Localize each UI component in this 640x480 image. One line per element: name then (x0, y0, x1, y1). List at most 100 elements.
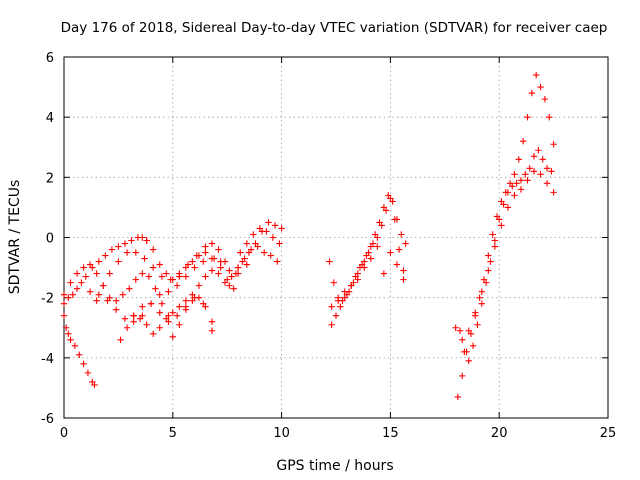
data-point (328, 303, 335, 310)
data-point (476, 294, 483, 301)
data-point (202, 243, 209, 250)
data-point (208, 327, 216, 334)
data-point (102, 252, 109, 259)
data-point (348, 282, 355, 289)
data-point (487, 258, 494, 265)
axis-ticks: 0 5 10 15 20 25 -6 -4 -2 0 2 4 6 (41, 51, 616, 441)
y-tick-label: 0 (46, 232, 54, 247)
data-point (200, 258, 207, 265)
data-point (524, 177, 531, 184)
data-point (115, 243, 122, 250)
data-point (130, 312, 137, 319)
data-point (208, 240, 216, 247)
data-point (459, 372, 466, 380)
data-point (515, 156, 522, 163)
data-point (163, 270, 170, 277)
data-point (123, 324, 131, 331)
data-point (465, 357, 472, 365)
data-point (80, 360, 87, 368)
x-tick-label: 15 (382, 426, 399, 441)
data-point (519, 138, 527, 145)
data-point (191, 264, 198, 271)
data-point (230, 285, 237, 292)
series-track-e (93, 249, 237, 304)
data-point (221, 279, 229, 286)
data-point (395, 246, 403, 253)
data-point (86, 261, 94, 268)
data-point (215, 246, 222, 253)
data-point (65, 294, 72, 301)
data-point (202, 273, 209, 280)
data-point (513, 180, 520, 187)
data-point (108, 246, 116, 253)
y-tick-label: 2 (46, 171, 54, 186)
series-track-l (237, 225, 283, 256)
data-point (504, 189, 512, 196)
data-point (215, 270, 222, 277)
y-tick-label: -2 (41, 292, 54, 307)
series-track-p (454, 71, 557, 401)
data-point (147, 300, 155, 307)
data-point (189, 291, 196, 298)
data-point (189, 297, 196, 304)
data-point (173, 312, 181, 319)
data-point (232, 270, 240, 277)
data-point (334, 297, 342, 304)
data-point (121, 240, 129, 247)
data-point (539, 156, 546, 163)
data-point (522, 171, 529, 178)
data-point (104, 297, 111, 304)
data-point (400, 267, 407, 274)
data-point (67, 279, 74, 286)
data-point (498, 222, 505, 229)
data-point (260, 249, 268, 256)
series-track-h (130, 264, 242, 337)
data-point (117, 336, 124, 343)
data-point (241, 255, 248, 262)
data-point (136, 315, 144, 322)
data-point (93, 297, 100, 304)
data-point (400, 276, 407, 283)
data-point (247, 246, 255, 253)
data-point (139, 303, 146, 310)
data-point (158, 273, 166, 280)
data-point (202, 249, 209, 256)
data-point (361, 258, 368, 265)
data-point (176, 270, 183, 277)
data-point (156, 261, 163, 268)
data-point (511, 171, 518, 178)
y-axis-label: SDTVAR / TECUs (7, 180, 23, 295)
data-point (456, 327, 464, 334)
data-point (472, 309, 479, 316)
data-point (265, 219, 272, 226)
data-point (182, 306, 190, 313)
data-point (115, 258, 122, 265)
series-track-m (328, 192, 409, 328)
data-point (86, 288, 94, 295)
data-point (269, 234, 277, 241)
data-point (550, 141, 557, 148)
data-point (496, 216, 503, 223)
data-point (485, 252, 492, 259)
data-point (93, 270, 100, 277)
data-point (509, 183, 516, 190)
data-point (126, 285, 133, 292)
data-point (167, 276, 174, 283)
data-point (454, 393, 462, 401)
data-point (461, 348, 468, 356)
data-point (189, 258, 196, 265)
data-point (526, 165, 533, 172)
data-point (139, 234, 146, 241)
data-point (123, 249, 131, 256)
data-point (195, 282, 203, 289)
data-point (387, 195, 394, 202)
data-points (60, 71, 557, 401)
data-point (528, 89, 536, 97)
data-point (176, 321, 183, 328)
data-point (71, 342, 79, 349)
data-point (271, 222, 279, 229)
data-point (478, 288, 485, 295)
data-point (391, 216, 398, 223)
data-point (139, 270, 146, 277)
